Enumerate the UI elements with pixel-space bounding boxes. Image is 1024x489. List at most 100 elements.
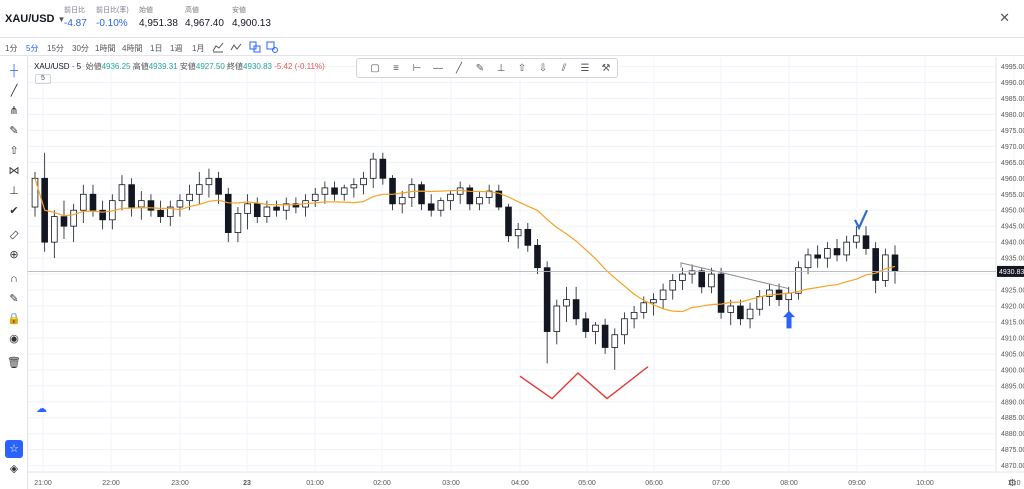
candle [398, 191, 406, 214]
candle [331, 181, 338, 201]
price-tick-label: 4910.00 [1001, 335, 1024, 342]
brush-icon[interactable]: ✎ [9, 125, 19, 137]
brush-icon[interactable]: ✎ [475, 63, 485, 74]
symbol-selector[interactable]: XAU/USD ▼ [5, 13, 65, 25]
time-tick-label: 23 [243, 480, 251, 487]
timeframe-1d[interactable]: 1日 [150, 44, 163, 53]
arrow-down-icon[interactable]: ⇩ [538, 63, 548, 74]
chart-legend: XAU/USD · 5 始値4936.25 高値4939.31 安値4927.5… [34, 61, 325, 72]
fib-icon[interactable]: ≡ [393, 63, 399, 74]
timeframe-5m[interactable]: 5分 [26, 44, 39, 53]
price-tick-label: 4950.00 [1001, 208, 1024, 215]
time-tick-label: 04:00 [511, 480, 529, 487]
candle [824, 242, 831, 268]
candle [360, 171, 367, 195]
candle [882, 248, 889, 287]
moving-average-line [34, 178, 896, 313]
candle [630, 306, 638, 329]
candle [611, 328, 619, 370]
candle [592, 321, 599, 345]
drawing-toolbar: ┼ ╱ ⋔ ✎ ⇧ ⋈ ⊥ ✔ ▭ ⊕ ∩ ✎ 🔒 ◉ 🗑 ☆ ◈ [0, 56, 28, 489]
trend-line-icon[interactable]: ╱ [10, 85, 18, 97]
timeframe-1h[interactable]: 1時間 [95, 44, 116, 53]
arrow-up-icon[interactable]: ⇧ [9, 145, 19, 157]
arrow-up-icon[interactable]: ⇧ [517, 63, 527, 74]
pitchfork-icon[interactable]: ⋔ [9, 105, 19, 117]
price-tick-label: 4975.00 [1001, 128, 1024, 135]
lock-pencil-icon[interactable]: ✎ [9, 293, 19, 305]
rectangle-icon[interactable]: ▢ [370, 63, 380, 74]
candle [205, 168, 213, 198]
candle [109, 194, 116, 230]
timeframe-30m[interactable]: 30分 [72, 44, 89, 53]
parallel-channel-icon[interactable]: ⫽ [561, 63, 567, 74]
candle [128, 178, 135, 217]
time-tick-label: 06:00 [645, 480, 663, 487]
candle [340, 184, 348, 201]
timeframe-15m[interactable]: 15分 [47, 44, 64, 53]
candle [659, 283, 667, 310]
candle [234, 207, 242, 243]
ruler-icon[interactable]: ▭ [6, 227, 22, 243]
candle [505, 203, 512, 243]
horizontal-line-icon[interactable]: — [433, 63, 443, 74]
stat-high: 高値 4,967.40 [185, 5, 224, 29]
checkmark-icon[interactable]: ✔ [9, 205, 19, 217]
timeframe-1w[interactable]: 1週 [170, 44, 183, 53]
candle [292, 197, 300, 214]
timeframe-1m[interactable]: 1分 [5, 44, 18, 53]
chart-type-icon[interactable] [212, 41, 224, 53]
candle [176, 194, 184, 217]
horizontal-ray-icon[interactable]: ⊢ [412, 63, 422, 74]
text-icon[interactable]: ⊥ [9, 185, 19, 197]
candle [321, 181, 329, 204]
legend-close: 4930.83 [243, 62, 272, 71]
timeframe-1mo[interactable]: 1月 [192, 44, 205, 53]
cloud-icon[interactable]: ☁ [36, 403, 47, 415]
stat-low: 安値 4,900.13 [232, 5, 271, 29]
eye-icon[interactable]: ◉ [9, 333, 19, 345]
measure-icon[interactable]: ⚒ [601, 63, 611, 74]
price-tick-label: 4915.00 [1001, 319, 1024, 326]
candle [195, 171, 203, 204]
horizontal-channel-icon[interactable]: ☰ [580, 63, 590, 74]
stat-change: 前日比 -4.87 [64, 5, 87, 29]
template-icon[interactable] [266, 41, 278, 53]
star-icon[interactable]: ☆ [5, 440, 23, 458]
timeframe-4h[interactable]: 4時間 [122, 44, 143, 53]
trash-icon[interactable]: 🗑 [7, 357, 21, 369]
current-price-text: 4930.83 [999, 269, 1024, 276]
text-icon[interactable]: ⊥ [496, 63, 506, 74]
time-tick-label: 08:00 [780, 480, 798, 487]
stat-value: -0.10% [96, 18, 128, 29]
candle [727, 299, 735, 326]
trend-line-icon[interactable]: ╱ [455, 63, 463, 74]
lock-icon[interactable]: 🔒 [7, 313, 21, 325]
layers-icon[interactable]: ◈ [9, 463, 19, 475]
candle [60, 200, 68, 239]
ma-indicator-badge[interactable]: 5 [35, 74, 51, 84]
candle [282, 197, 290, 220]
price-tick-label: 4945.00 [1001, 224, 1024, 231]
magnet-icon[interactable]: ∩ [10, 273, 18, 285]
crosshair-icon[interactable]: ┼ [10, 65, 18, 77]
candle [553, 299, 561, 345]
pattern-icon[interactable]: ⋈ [8, 165, 20, 177]
indicator-icon[interactable] [230, 41, 242, 53]
gear-icon[interactable]: ⚙ [1008, 478, 1017, 489]
price-tick-label: 4985.00 [1001, 96, 1024, 103]
candle [746, 302, 754, 329]
candle [833, 238, 841, 262]
candle [737, 299, 744, 326]
candle [495, 184, 503, 211]
candle [408, 178, 416, 208]
stat-label: 安値 [232, 7, 246, 14]
legend-open: 4936.25 [101, 62, 131, 71]
close-icon[interactable]: ✕ [999, 10, 1010, 25]
compare-icon[interactable] [249, 41, 261, 53]
legend-change: -5.42 (-0.11%) [274, 62, 325, 71]
zoom-in-icon[interactable]: ⊕ [9, 249, 19, 261]
price-tick-label: 4960.00 [1001, 176, 1024, 183]
candle [70, 203, 77, 243]
